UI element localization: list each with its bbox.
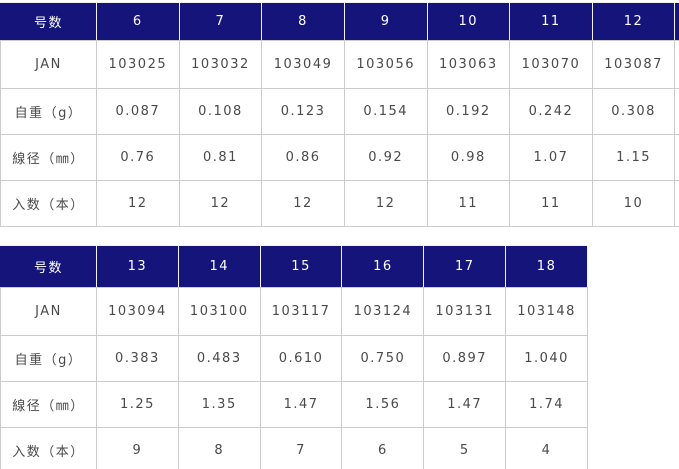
header-size-cell: 18: [505, 245, 588, 288]
value-cell-cutoff: [674, 180, 679, 227]
header-size-cell: 12: [591, 2, 676, 41]
value-cell-cutoff: [674, 88, 679, 135]
value-cell: 103056: [343, 40, 428, 89]
header-size-cell: 10: [426, 2, 511, 41]
value-cell: 12: [178, 180, 263, 227]
value-cell: 1.07: [509, 134, 593, 181]
table-row: 線径（㎜） 1.25 1.35 1.47 1.56 1.47 1.74: [0, 381, 588, 428]
value-cell: 103087: [591, 40, 676, 89]
value-cell: 9: [96, 427, 179, 469]
value-cell: 4: [505, 427, 588, 469]
value-cell: 8: [177, 427, 261, 469]
value-cell: 1.74: [505, 381, 588, 428]
row-label-cell: 入数（本）: [0, 180, 97, 227]
value-cell: 7: [259, 427, 343, 469]
value-cell: 0.897: [423, 335, 507, 382]
value-cell: 1.040: [505, 335, 588, 382]
value-cell: 0.610: [259, 335, 343, 382]
row-label-cell: 自重（g）: [0, 335, 97, 382]
header-size-cell: 6: [96, 2, 180, 41]
value-cell: 12: [343, 180, 428, 227]
value-cell: 1.15: [591, 134, 676, 181]
value-cell: 0.86: [261, 134, 345, 181]
value-cell: 103131: [423, 287, 507, 336]
value-cell: 0.98: [426, 134, 511, 181]
row-label-cell: 入数（本）: [0, 427, 97, 469]
value-cell: 1.47: [423, 381, 507, 428]
value-cell: 11: [509, 180, 593, 227]
value-cell: 6: [341, 427, 425, 469]
header-size-cell: 8: [261, 2, 345, 41]
value-cell: 5: [423, 427, 507, 469]
value-cell: 12: [96, 180, 180, 227]
header-size-cell: 16: [341, 245, 425, 288]
spec-table-sizes-13-18: 号数 13 14 15 16 17 18 JAN 103094 103100 103117 10312…: [0, 245, 588, 469]
value-cell: 0.483: [177, 335, 261, 382]
value-cell: 0.108: [178, 88, 263, 135]
value-cell: 103094: [96, 287, 179, 336]
value-cell: 0.76: [96, 134, 180, 181]
header-size-cell: 13: [96, 245, 179, 288]
value-cell: 0.308: [591, 88, 676, 135]
value-cell: 0.242: [509, 88, 593, 135]
table-row: 自重（g） 0.383 0.483 0.610 0.750 0.897 1.040: [0, 335, 588, 382]
value-cell: 103148: [505, 287, 588, 336]
value-cell: 1.47: [259, 381, 343, 428]
value-cell: 0.750: [341, 335, 425, 382]
table-row: 線径（㎜） 0.76 0.81 0.86 0.92 0.98 1.07 1.15: [0, 134, 679, 181]
value-cell: 0.087: [96, 88, 180, 135]
value-cell: 0.383: [96, 335, 179, 382]
value-cell: 103124: [341, 287, 425, 336]
value-cell: 0.123: [261, 88, 345, 135]
row-label-cell: JAN: [0, 40, 97, 89]
table-row: 自重（g） 0.087 0.108 0.123 0.154 0.192 0.242 0.308: [0, 88, 679, 135]
value-cell: 10: [591, 180, 676, 227]
header-size-cell: 7: [178, 2, 263, 41]
header-size-cell: 17: [423, 245, 507, 288]
value-cell: 0.92: [343, 134, 428, 181]
value-cell: 1.25: [96, 381, 179, 428]
header-size-cell: 11: [509, 2, 593, 41]
value-cell: 103032: [178, 40, 263, 89]
header-cell-cutoff: [674, 2, 679, 41]
header-size-cell: 9: [343, 2, 428, 41]
value-cell: 11: [426, 180, 511, 227]
value-cell: 0.81: [178, 134, 263, 181]
value-cell: 0.192: [426, 88, 511, 135]
header-row: 号数 6 7 8 9 10 11 12: [0, 2, 679, 41]
header-size-cell: 15: [259, 245, 343, 288]
value-cell: 103070: [509, 40, 593, 89]
header-row: 号数 13 14 15 16 17 18: [0, 245, 588, 288]
value-cell: 103063: [426, 40, 511, 89]
value-cell: 1.56: [341, 381, 425, 428]
spec-table-sizes-6-12: 号数 6 7 8 9 10 11 12 JAN 103025 103032 103049 103056 1…: [0, 2, 679, 227]
value-cell-cutoff: [674, 40, 679, 89]
table-row: 入数（本） 9 8 7 6 5 4: [0, 427, 588, 469]
row-label-cell: JAN: [0, 287, 97, 336]
value-cell: 103100: [177, 287, 261, 336]
table-row: 入数（本） 12 12 12 12 11 11 10: [0, 180, 679, 227]
value-cell: 103117: [259, 287, 343, 336]
header-label-cell: 号数: [0, 245, 97, 288]
header-size-cell: 14: [177, 245, 261, 288]
row-label-cell: 自重（g）: [0, 88, 97, 135]
table-row: JAN 103094 103100 103117 103124 103131 103148: [0, 287, 588, 336]
value-cell-cutoff: [674, 134, 679, 181]
row-label-cell: 線径（㎜）: [0, 381, 97, 428]
row-label-cell: 線径（㎜）: [0, 134, 97, 181]
value-cell: 103025: [96, 40, 180, 89]
value-cell: 0.154: [343, 88, 428, 135]
table-row: JAN 103025 103032 103049 103056 103063 103070 1…: [0, 40, 679, 89]
value-cell: 103049: [261, 40, 345, 89]
header-label-cell: 号数: [0, 2, 97, 41]
value-cell: 12: [261, 180, 345, 227]
value-cell: 1.35: [177, 381, 261, 428]
